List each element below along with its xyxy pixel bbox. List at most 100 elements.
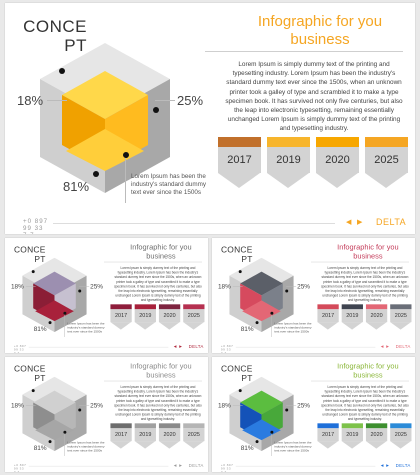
year-color-bar	[365, 423, 388, 429]
year-card: 2019	[341, 423, 363, 449]
nav-next-icon[interactable]: ▶	[179, 344, 182, 349]
year-arrow	[316, 173, 358, 188]
year-color-bar	[218, 137, 261, 147]
percent-bottom: 81%	[63, 179, 90, 194]
year-timeline: 2017 2019 2020 2025	[317, 304, 412, 340]
slide-footer: +0 897 99 33 7 7 ◀ ▶ DELTA	[5, 340, 208, 353]
percent-left: 18%	[17, 93, 44, 108]
slide-layout: CONCE PT 18% 25% 81% Lorem Ipsum has bee…	[5, 3, 415, 234]
concept-label: CONCE PT	[13, 244, 46, 264]
percent-right: 25%	[297, 282, 311, 290]
marker-dot	[48, 321, 52, 325]
body-paragraph: Lorem Ipsum is simply dummy text of the …	[114, 385, 202, 422]
year-label: 2019	[134, 428, 156, 442]
percent-bottom: 81%	[33, 325, 47, 333]
marker-dot	[270, 430, 274, 434]
side-description: Lorem Ipsum has been the industry's stan…	[67, 322, 105, 334]
slide-footer: +0 897 99 33 7 7 ◀ ▶ DELTA	[5, 210, 415, 234]
nav-next-icon[interactable]: ▶	[179, 463, 182, 468]
cube-inner-floor	[242, 419, 281, 441]
marker-dot	[93, 171, 99, 177]
year-arrow	[365, 322, 387, 330]
slide-thumbnail-blue-green[interactable]: CONCE PT 18% 25% 81% Lorem Ipsum has bee…	[212, 357, 415, 472]
slide-title: Infographic for you business	[337, 361, 399, 380]
slide-layout: CONCE PT 18% 25% 81% Lorem Ipsum has bee…	[5, 357, 208, 472]
year-arrow	[134, 441, 156, 449]
marker-dot	[31, 389, 35, 393]
hexagon-cube-graphic	[229, 376, 294, 452]
percent-left: 18%	[10, 401, 24, 409]
year-timeline: 2017 2019 2020 2025	[110, 423, 205, 459]
concept-label: CONCE PT	[220, 244, 253, 264]
year-card: 2025	[365, 137, 408, 188]
cube-inner-floor	[35, 419, 74, 441]
nav-next-icon[interactable]: ▶	[386, 344, 389, 349]
year-color-bar	[390, 423, 412, 429]
year-arrow	[365, 173, 407, 188]
year-arrow	[365, 441, 387, 449]
nav-prev-icon[interactable]: ◀	[346, 219, 352, 226]
hexagon-cube-graphic	[40, 43, 170, 193]
marker-dot	[285, 289, 289, 293]
percent-right: 25%	[297, 401, 311, 409]
slide-layout: CONCE PT 18% 25% 81% Lorem Ipsum has bee…	[5, 238, 208, 353]
year-card: 2017	[218, 137, 261, 188]
hexagon-cube-graphic	[229, 257, 294, 333]
year-card: 2019	[134, 423, 156, 449]
connector-line	[47, 100, 67, 101]
percent-bottom: 81%	[240, 325, 254, 333]
main-slide-preview[interactable]: CONCE PT 18% 25% 81% Lorem Ipsum has bee…	[5, 3, 415, 234]
year-color-bar	[365, 304, 388, 310]
year-card: 2025	[390, 423, 412, 449]
year-card: 2020	[365, 423, 388, 449]
year-card: 2019	[134, 304, 156, 330]
year-arrow	[110, 441, 132, 449]
nav-next-icon[interactable]: ▶	[357, 219, 363, 226]
marker-dot	[78, 289, 82, 293]
marker-dot	[255, 440, 259, 444]
body-paragraph: Lorem Ipsum is simply dummy text of the …	[225, 61, 403, 133]
body-paragraph: Lorem Ipsum is simply dummy text of the …	[114, 266, 202, 303]
year-card: 2017	[317, 423, 339, 449]
year-arrow	[267, 173, 309, 188]
nav-prev-icon[interactable]: ◀	[173, 463, 177, 468]
year-color-bar	[183, 423, 205, 429]
year-label: 2017	[110, 309, 132, 323]
year-color-bar	[390, 304, 412, 310]
marker-dot	[123, 152, 129, 158]
concept-label: CONCE PT	[220, 363, 253, 383]
side-description: Lorem Ipsum has been the industry's stan…	[274, 322, 312, 334]
marker-dot	[48, 440, 52, 444]
marker-dot	[153, 107, 159, 113]
slide-thumbnail-gray[interactable]: CONCE PT 18% 25% 81% Lorem Ipsum has bee…	[5, 357, 208, 472]
marker-dot	[63, 311, 67, 315]
year-card: 2019	[267, 137, 310, 188]
year-label: 2019	[267, 147, 310, 173]
year-card: 2020	[365, 304, 388, 330]
year-color-bar	[183, 304, 205, 310]
nav-next-icon[interactable]: ▶	[386, 463, 389, 468]
year-label: 2020	[365, 428, 388, 442]
year-color-bar	[317, 423, 339, 429]
cube-inner-back	[33, 390, 76, 415]
year-label: 2020	[158, 428, 181, 442]
nav-prev-icon[interactable]: ◀	[380, 344, 384, 349]
brand-label: DELTA	[188, 462, 204, 468]
slide-title: Infographic for you business	[130, 361, 192, 380]
year-label: 2019	[134, 309, 156, 323]
nav-prev-icon[interactable]: ◀	[380, 463, 384, 468]
nav-prev-icon[interactable]: ◀	[173, 344, 177, 349]
percent-bottom: 81%	[240, 444, 254, 452]
year-card: 2017	[110, 304, 132, 330]
year-label: 2025	[390, 309, 412, 323]
marker-dot	[59, 68, 65, 74]
marker-dot	[78, 408, 82, 412]
slide-thumbnail-crimson[interactable]: CONCE PT 18% 25% 81% Lorem Ipsum has bee…	[5, 238, 208, 353]
year-arrow	[317, 322, 339, 330]
year-color-bar	[110, 423, 132, 429]
year-color-bar	[316, 137, 359, 147]
year-card: 2025	[390, 304, 412, 330]
marker-dot	[238, 270, 242, 274]
slide-footer: +0 897 99 33 7 7 ◀ ▶ DELTA	[212, 459, 415, 472]
slide-thumbnail-coral[interactable]: CONCE PT 18% 25% 81% Lorem Ipsum has bee…	[212, 238, 415, 353]
